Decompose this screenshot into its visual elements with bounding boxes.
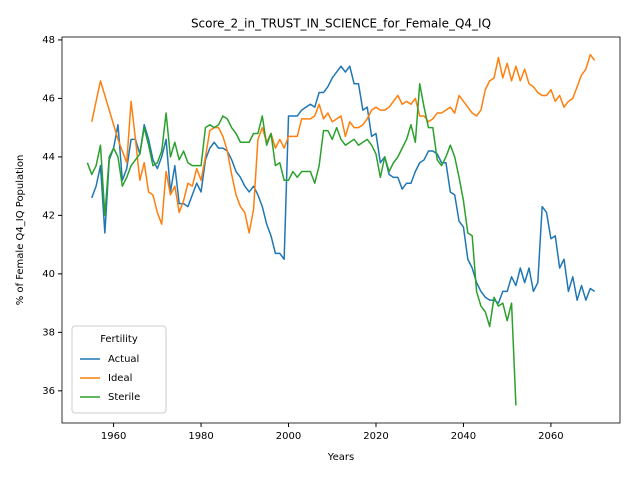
legend-label: Ideal xyxy=(108,373,132,384)
legend-label: Actual xyxy=(108,354,139,365)
y-tick-label: 44 xyxy=(42,152,55,163)
legend-label: Sterile xyxy=(108,392,140,403)
y-tick-label: 36 xyxy=(42,386,55,397)
y-tick-label: 38 xyxy=(42,327,55,338)
line-series xyxy=(91,53,596,234)
line-series xyxy=(91,65,596,304)
x-tick-label: 2040 xyxy=(451,431,476,442)
x-tick-label: 2000 xyxy=(276,431,301,442)
y-axis-label: % of Female Q4_IQ Population xyxy=(15,155,26,306)
x-tick-label: 1960 xyxy=(101,431,126,442)
line-series xyxy=(86,83,517,406)
y-tick-label: 46 xyxy=(42,93,55,104)
x-tick-label: 2060 xyxy=(538,431,563,442)
legend-box xyxy=(71,325,167,414)
x-axis-label: Years xyxy=(327,452,354,463)
legend-title: Fertility xyxy=(100,334,138,345)
x-tick-label: 2020 xyxy=(363,431,388,442)
y-tick-label: 42 xyxy=(42,210,55,221)
plot-frame xyxy=(61,36,621,424)
chart-title: Score_2_in_TRUST_IN_SCIENCE_for_Female_Q… xyxy=(191,17,491,31)
x-tick-label: 1980 xyxy=(188,431,213,442)
y-tick-label: 40 xyxy=(42,269,55,280)
y-tick-label: 48 xyxy=(42,35,55,46)
